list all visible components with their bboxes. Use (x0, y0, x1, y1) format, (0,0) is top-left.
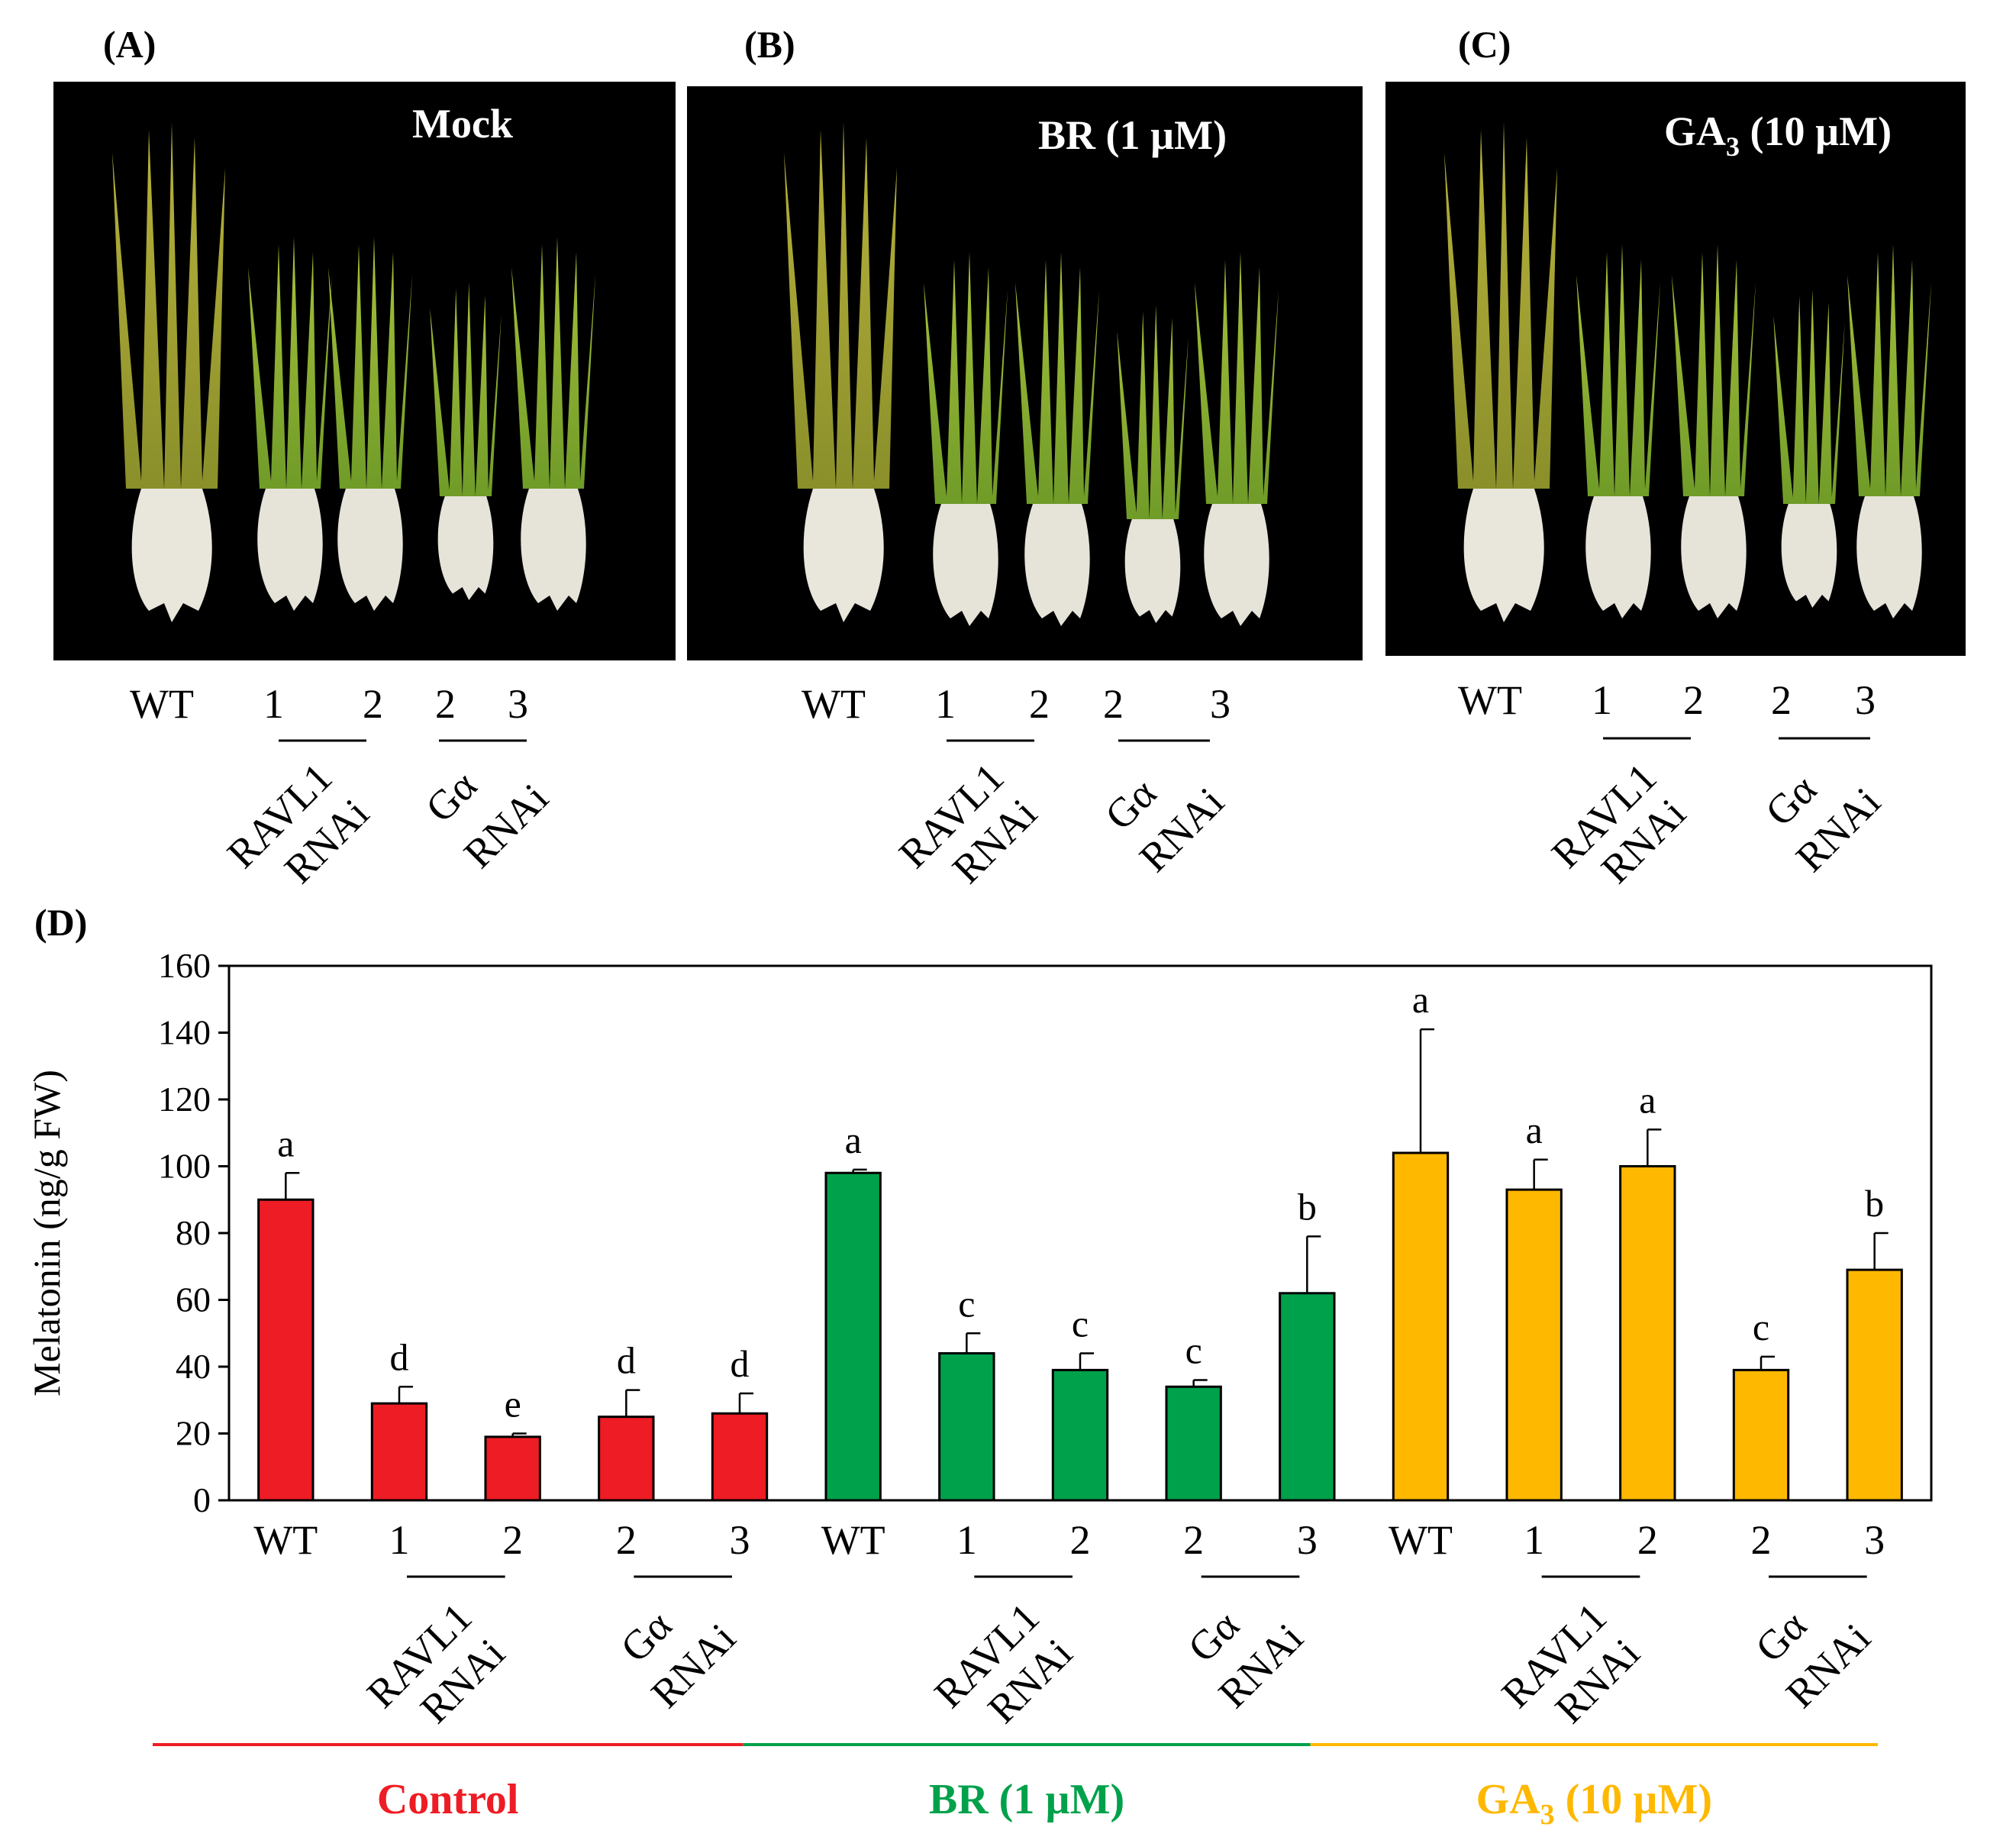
galpha-line-label: 2 (1771, 677, 1792, 723)
panel-letter-b: (B) (744, 23, 795, 66)
x-tick-label: 2 (1751, 1517, 1772, 1563)
galpha-line-label: 3 (1210, 681, 1231, 727)
significance-letter: d (617, 1339, 636, 1382)
ravl1-line-label: 2 (1683, 677, 1704, 723)
photo-title-b: BR (1 µM) (1038, 112, 1227, 158)
bar (484, 1435, 541, 1502)
treatment-label: GA3 (10 µM) (1476, 1776, 1712, 1831)
significance-letter: d (731, 1342, 750, 1385)
x-tick-label: WT (821, 1517, 885, 1563)
y-tick-label: 100 (158, 1147, 211, 1186)
x-tick-label: WT (1389, 1517, 1453, 1563)
y-tick-label: 0 (193, 1480, 211, 1519)
significance-letter: c (1753, 1306, 1769, 1348)
panel-letter-a: (A) (103, 23, 156, 66)
x-tick-label: 1 (956, 1517, 977, 1563)
galpha-line-label: 3 (1855, 677, 1876, 723)
photo-title-a: Mock (412, 101, 513, 147)
ravl1-line-label: 1 (1592, 677, 1612, 723)
y-tick-label: 160 (158, 946, 211, 985)
y-tick-label: 80 (176, 1213, 211, 1252)
ravl1-line-label: 1 (263, 681, 284, 727)
bar (1279, 1292, 1336, 1502)
x-tick-label: 3 (730, 1517, 750, 1563)
y-tick-label: 60 (176, 1280, 211, 1319)
x-tick-label: 3 (1864, 1517, 1885, 1563)
bar (1732, 1368, 1790, 1502)
treatment-label: BR (1 µM) (929, 1776, 1124, 1823)
y-tick-label: 120 (158, 1080, 211, 1119)
bar (1846, 1268, 1903, 1502)
melatonin-bar-chart: 0 20 40 60 80 100 120 140 160 Melatonin (ng/g FW)… (25, 946, 1933, 1831)
bar (1505, 1188, 1563, 1502)
bar (711, 1412, 769, 1502)
bar (824, 1171, 882, 1502)
significance-letter: d (390, 1335, 409, 1378)
x-tick-label: 2 (502, 1517, 523, 1563)
galpha-name: Gα (417, 762, 485, 831)
galpha-line-label: 2 (435, 681, 456, 727)
y-axis-label: Melatonin (ng/g FW) (25, 1070, 68, 1396)
x-tick-label: 2 (616, 1517, 637, 1563)
bar (257, 1198, 314, 1502)
photo-panel-c: (C) GA3 (10 µM) (1385, 23, 1966, 656)
bar (1051, 1368, 1109, 1502)
y-tick-label: 20 (176, 1414, 211, 1453)
significance-letter: c (1072, 1303, 1089, 1345)
galpha-line-label: 2 (1103, 681, 1124, 727)
bar (938, 1352, 995, 1502)
ravl1-line-label: 2 (1029, 681, 1050, 727)
significance-letter: e (505, 1383, 521, 1425)
bar (1619, 1165, 1676, 1502)
x-tick-label: 2 (1070, 1517, 1091, 1563)
galpha-line-label: 3 (508, 681, 528, 727)
wt-label: WT (130, 681, 194, 727)
x-tick-label: 1 (1524, 1517, 1544, 1563)
significance-letter: a (1526, 1109, 1543, 1151)
photo-panel-a: (A) Mock (53, 23, 676, 660)
panel-letter-c: (C) (1458, 23, 1511, 66)
significance-letter: c (1185, 1329, 1202, 1372)
photo-genotype-labels-c: WT 1 2 2 3 RAVL1 RNAi Gα RNAi (1458, 677, 1889, 892)
significance-letter: a (845, 1119, 862, 1161)
wt-label: WT (1458, 677, 1522, 723)
photo-title-c: GA3 (10 µM) (1664, 108, 1892, 162)
x-tick-label: 2 (1183, 1517, 1204, 1563)
bar (370, 1402, 428, 1502)
x-tick-label: 2 (1637, 1517, 1658, 1563)
significance-letter: c (958, 1282, 975, 1325)
y-tick-label: 140 (158, 1013, 211, 1052)
wt-label: WT (802, 681, 866, 727)
photo-panel-b: (B) BR (1 µM) (687, 23, 1363, 660)
significance-letter: a (1412, 978, 1429, 1021)
photo-genotype-labels-a: WT 1 2 2 3 RAVL1 RNAi Gα RNAi (130, 681, 557, 892)
x-tick-label: 1 (389, 1517, 410, 1563)
bar (1165, 1385, 1222, 1502)
bar (1392, 1151, 1450, 1502)
photo-genotype-labels-b: WT 1 2 2 3 RAVL1 RNAi Gα RNAi (802, 681, 1233, 892)
y-tick-label: 40 (176, 1347, 211, 1386)
panel-letter-d: (D) (34, 901, 87, 944)
ravl1-line-label: 2 (363, 681, 383, 727)
x-tick-label: WT (253, 1517, 318, 1563)
ravl1-line-label: 1 (935, 681, 956, 727)
bar (598, 1416, 655, 1502)
significance-letter: b (1865, 1182, 1884, 1225)
x-tick-label: 3 (1297, 1517, 1318, 1563)
significance-letter: a (277, 1122, 294, 1164)
treatment-label: Control (377, 1776, 519, 1823)
significance-letter: a (1639, 1078, 1656, 1121)
significance-letter: b (1298, 1185, 1317, 1228)
